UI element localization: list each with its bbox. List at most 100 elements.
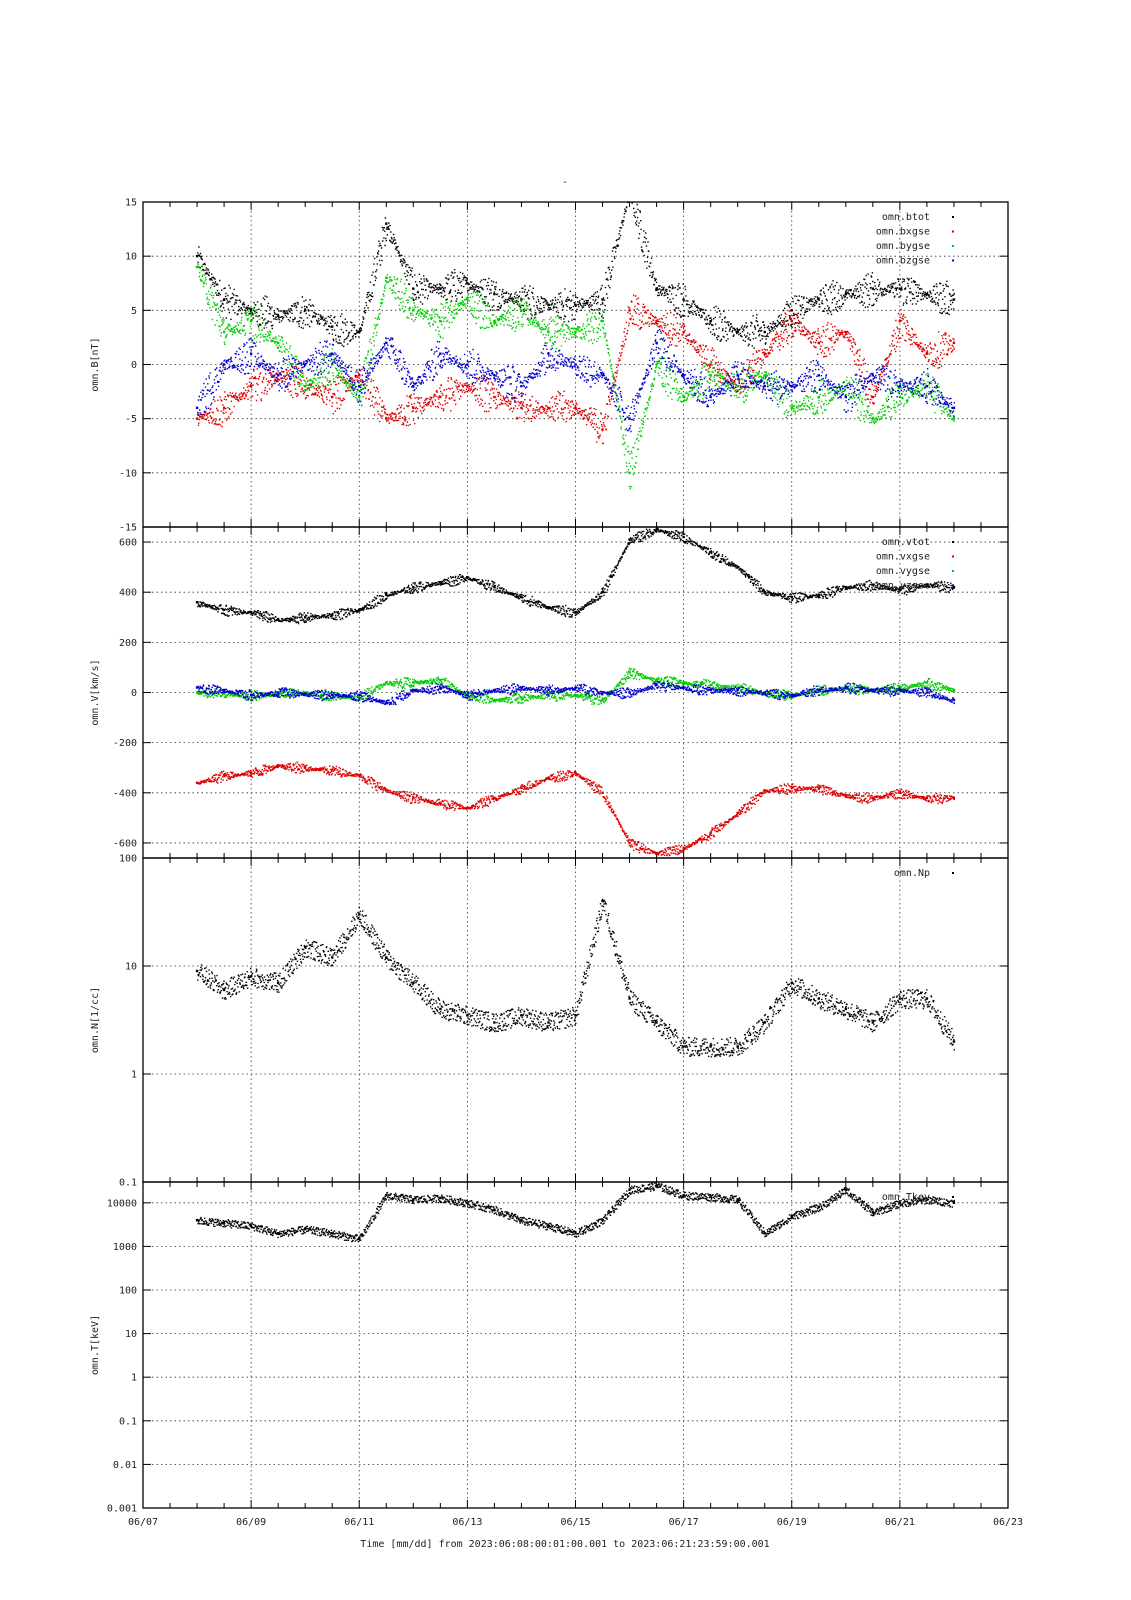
data-point [871, 374, 875, 377]
legend-marker [952, 555, 954, 558]
legend-label: omn.vtot [882, 537, 930, 548]
data-point [709, 395, 712, 399]
legend-label: omn.vygse [876, 566, 930, 577]
data-point [844, 384, 848, 388]
y-tick-label: -400 [113, 788, 137, 799]
data-point [222, 988, 226, 992]
data-point [736, 1045, 739, 1048]
data-point [331, 1232, 334, 1235]
legend-marker [952, 872, 954, 874]
data-point [412, 406, 415, 410]
data-point [709, 374, 712, 377]
data-point [547, 1021, 550, 1024]
data-point [844, 292, 848, 296]
data-point [547, 1224, 550, 1227]
data-point [331, 769, 334, 772]
plot-area [195, 527, 956, 857]
data-point [222, 330, 226, 334]
data-point [466, 282, 469, 285]
series-omn-bzgse [195, 328, 956, 433]
data-point [952, 698, 956, 702]
panel-2: -600 -400 -200 0 200 400 600 omn.V[km/s] omn.vto… [90, 526, 1009, 859]
y-tick-label: 10 [125, 252, 137, 263]
data-point [439, 352, 442, 355]
data-point [385, 956, 388, 959]
data-point [682, 374, 685, 377]
data-point [952, 585, 956, 589]
y-tick-label: 0.1 [119, 1416, 137, 1427]
data-point [195, 406, 199, 410]
data-point [817, 593, 820, 596]
legend-label: omn.vzgse [876, 581, 930, 592]
series-point-cloud [197, 680, 956, 706]
data-point [709, 363, 712, 366]
data-point [628, 841, 631, 845]
data-point [763, 352, 766, 355]
data-point [249, 693, 253, 697]
data-point [385, 1193, 388, 1197]
data-point [952, 796, 956, 800]
data-point [601, 374, 604, 377]
legend-label: omn.Np [894, 868, 930, 879]
data-point [520, 298, 523, 301]
data-point [303, 309, 307, 312]
data-point [925, 384, 929, 388]
data-point [655, 319, 658, 323]
data-point [763, 590, 766, 594]
data-point [547, 352, 550, 355]
y-tick-label: 1 [131, 1070, 137, 1081]
data-point [952, 417, 956, 420]
legend-marker [952, 230, 954, 233]
plot-area [195, 898, 956, 1058]
data-point [925, 583, 929, 586]
data-point [709, 1045, 712, 1048]
data-point [898, 1201, 902, 1205]
data-point [331, 956, 334, 959]
y-tick-label: 10 [125, 1329, 137, 1340]
data-point [817, 1205, 820, 1209]
data-point [195, 601, 199, 604]
y-tick-label: 1000 [113, 1242, 137, 1253]
data-point [385, 222, 388, 225]
x-tick-label: 06/15 [560, 1517, 590, 1528]
data-point [790, 596, 793, 599]
data-point [331, 352, 334, 355]
data-point [682, 681, 685, 684]
data-point [574, 363, 577, 366]
data-point [574, 693, 577, 697]
data-point [898, 588, 902, 591]
data-point [520, 596, 523, 599]
data-point [628, 1188, 631, 1191]
data-point [439, 395, 442, 399]
data-point [925, 352, 929, 355]
data-point [303, 384, 307, 388]
data-point [195, 265, 199, 269]
y-tick-label: -5 [125, 414, 137, 425]
data-point [493, 292, 496, 296]
data-point [249, 611, 253, 614]
data-point [303, 692, 307, 695]
y-tick-label: -200 [113, 738, 137, 749]
data-point [547, 776, 550, 779]
data-point [763, 330, 766, 334]
data-point [682, 535, 685, 539]
data-point [817, 786, 820, 789]
y-tick-label: 10000 [107, 1198, 137, 1209]
data-point [493, 1208, 496, 1211]
data-point [601, 319, 604, 323]
data-point [709, 319, 712, 323]
data-point [358, 374, 361, 377]
y-tick-label: 0.001 [107, 1504, 137, 1515]
data-point [574, 406, 577, 410]
data-point [817, 298, 820, 301]
data-point [844, 686, 848, 689]
data-point [763, 691, 766, 694]
panel-3: 0.1 1 10 100 omn.N[1/cc] omn.Np [90, 854, 1009, 1189]
data-point [682, 1045, 685, 1048]
data-point [547, 330, 550, 334]
data-point [303, 1227, 307, 1231]
data-point [520, 686, 523, 689]
x-tick-label: 06/07 [128, 1517, 158, 1528]
data-point [439, 580, 442, 584]
